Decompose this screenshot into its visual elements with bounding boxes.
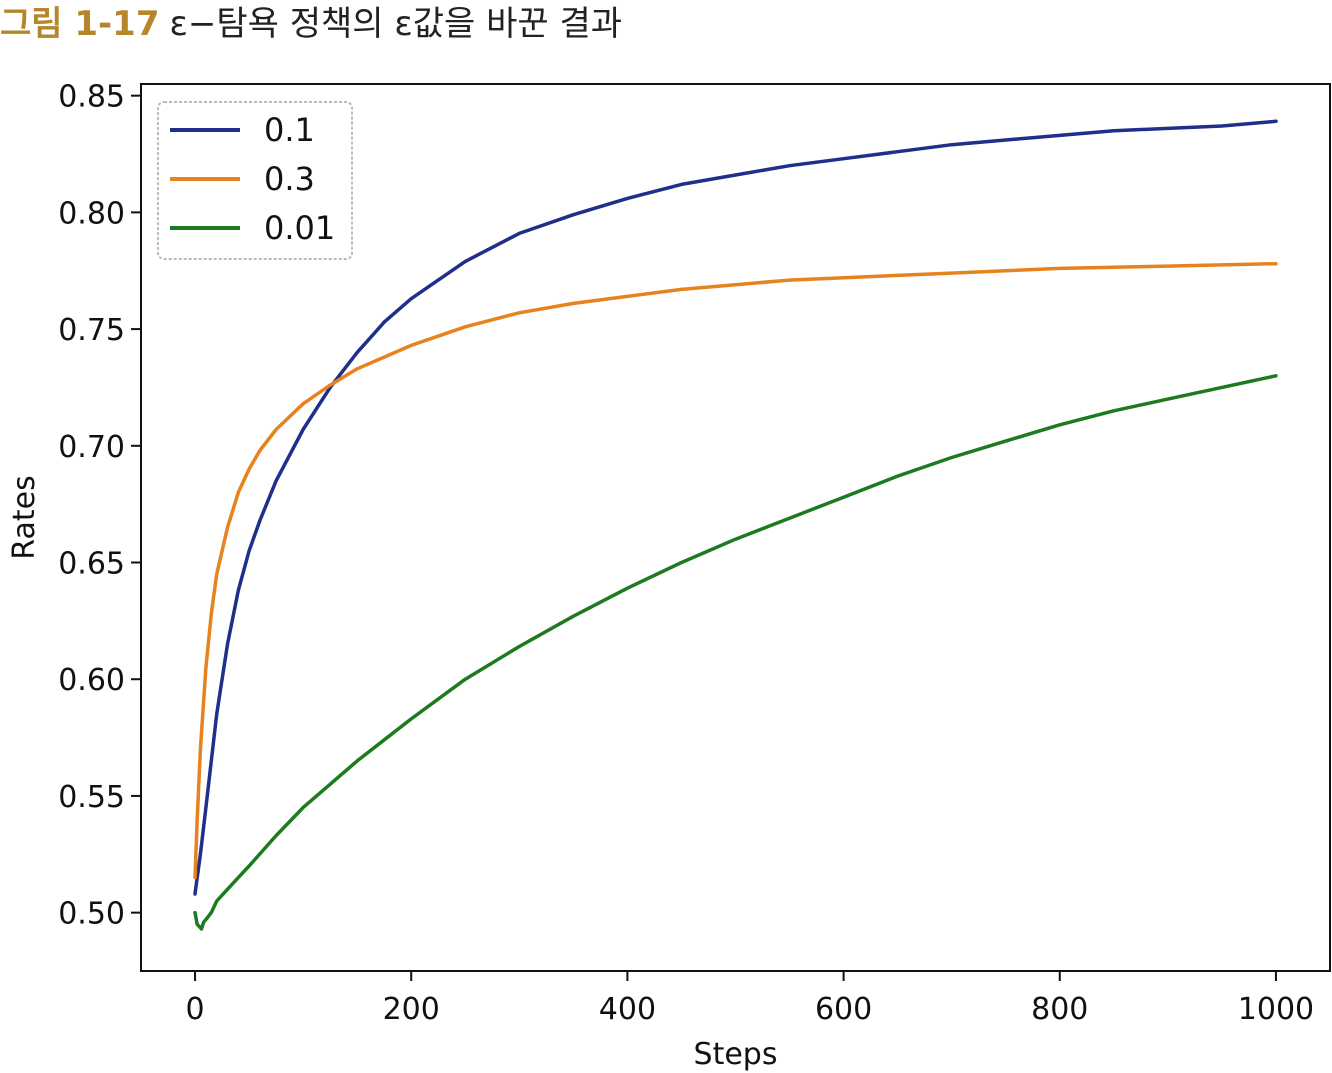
- x-axis: 0 200 400 600 800 1000: [185, 971, 1314, 1027]
- series-line-2: [193, 261, 1278, 880]
- legend-label: 0.1: [264, 111, 315, 149]
- y-tick-label: 0.75: [58, 313, 125, 348]
- legend-label: 0.3: [264, 160, 315, 198]
- y-tick-label: 0.70: [58, 430, 125, 465]
- y-tick-label: 0.60: [58, 663, 125, 698]
- y-tick-label: 0.50: [58, 897, 125, 932]
- y-tick-label: 0.80: [58, 196, 125, 231]
- x-tick-label: 600: [815, 992, 872, 1027]
- y-axis-title: Rates: [7, 475, 42, 559]
- x-tick-label: 0: [185, 992, 204, 1027]
- x-axis-title: Steps: [694, 1037, 778, 1072]
- figure-caption: 그림 1-17 ε−탐욕 정책의 ε값을 바꾼 결과: [0, 2, 622, 46]
- x-tick-label: 200: [383, 992, 440, 1027]
- y-axis: 0.50 0.55 0.60 0.65 0.70 0.75 0.80 0.85: [58, 80, 141, 932]
- series-line-1: [193, 119, 1278, 896]
- figure-number: 그림 1-17: [0, 4, 160, 44]
- x-tick-label: 400: [599, 992, 656, 1027]
- series-layer: [193, 119, 1278, 931]
- x-tick-label: 800: [1031, 992, 1088, 1027]
- y-tick-label: 0.65: [58, 547, 125, 582]
- series-line-3: [193, 374, 1278, 931]
- legend-label: 0.01: [264, 209, 335, 247]
- x-tick-label: 1000: [1238, 992, 1314, 1027]
- y-tick-label: 0.55: [58, 780, 125, 815]
- legend: 0.1 0.3 0.01: [157, 101, 353, 260]
- plot-area-frame: [140, 83, 1331, 972]
- y-tick-label: 0.85: [58, 80, 125, 115]
- figure-title: ε−탐욕 정책의 ε값을 바꾼 결과: [169, 4, 623, 44]
- legend-box: [157, 101, 353, 260]
